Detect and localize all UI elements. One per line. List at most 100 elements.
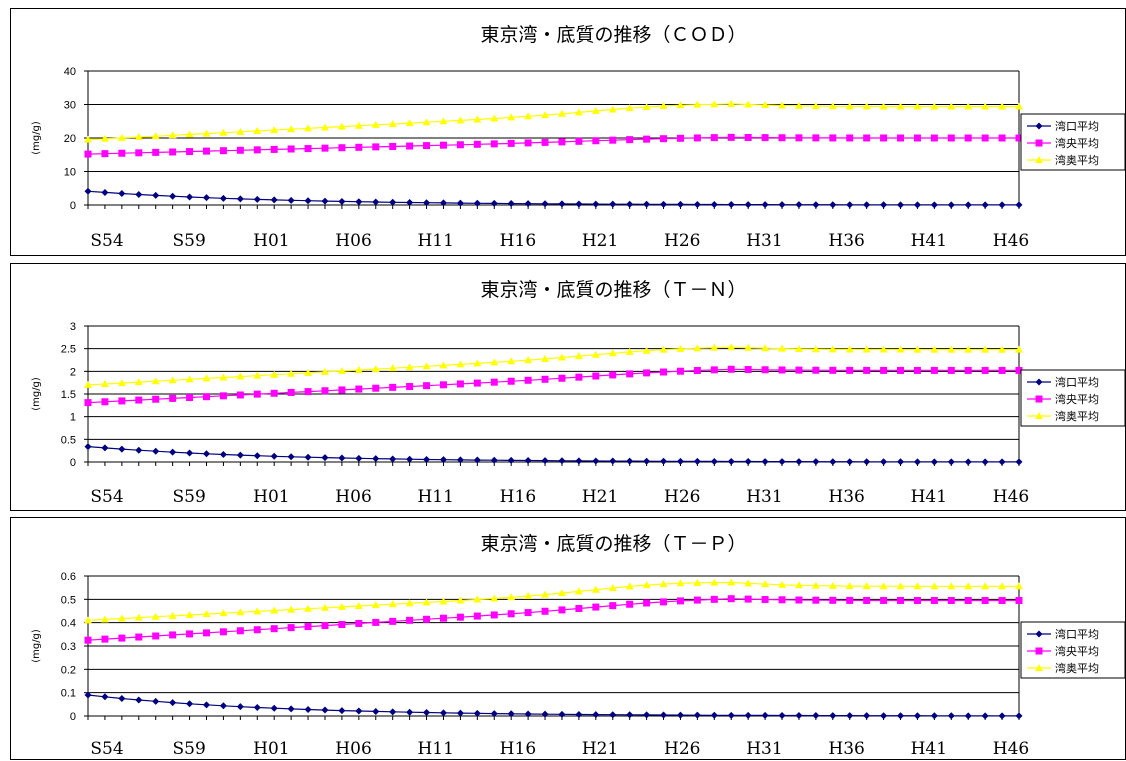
data-point (135, 149, 143, 157)
data-point (372, 198, 380, 206)
data-point (320, 367, 329, 375)
data-point (118, 190, 126, 198)
x-tick-label: H36 (828, 739, 864, 759)
data-point (744, 595, 752, 603)
data-point (998, 458, 1006, 466)
data-point (727, 595, 735, 603)
data-point (84, 380, 92, 388)
data-point (964, 366, 972, 374)
data-point (304, 145, 312, 153)
data-point (608, 105, 617, 113)
data-point (406, 708, 414, 716)
data-point (558, 710, 566, 718)
legend-swatch-marker (1035, 156, 1043, 163)
x-tick-label: H46 (993, 231, 1029, 251)
data-point (439, 381, 447, 389)
data-point (880, 134, 888, 142)
data-point (812, 366, 820, 374)
data-point (168, 131, 177, 139)
data-point (152, 191, 160, 199)
data-point (1015, 201, 1023, 209)
data-point (321, 387, 329, 395)
y-tick-label: 0.1 (61, 688, 76, 700)
data-point (287, 369, 296, 377)
data-point (609, 200, 617, 208)
data-point (575, 710, 583, 718)
data-point (439, 117, 448, 125)
data-point (880, 458, 888, 466)
data-point (151, 612, 160, 620)
x-tick-label: H06 (335, 231, 371, 251)
y-axis-label: (mg/g) (31, 377, 42, 411)
data-point (710, 134, 718, 142)
data-point (524, 592, 533, 600)
data-point (643, 599, 651, 607)
data-point (84, 399, 92, 407)
data-point (1015, 134, 1023, 142)
data-point (913, 102, 922, 110)
data-point (744, 458, 752, 466)
data-point (84, 636, 92, 644)
data-point (253, 371, 262, 379)
data-point (304, 368, 313, 376)
x-tick-label: H16 (500, 739, 536, 759)
data-point (371, 601, 380, 609)
data-point (896, 345, 905, 353)
data-point (219, 373, 228, 381)
legend-entry: 湾口平均 (1055, 627, 1099, 641)
data-point (219, 702, 227, 710)
legend-swatch-marker (1035, 664, 1043, 671)
data-point (202, 194, 210, 202)
data-point (676, 134, 684, 142)
data-point (253, 703, 261, 711)
data-point (592, 603, 600, 611)
data-point (778, 366, 786, 374)
data-point (930, 712, 938, 720)
data-point (101, 398, 109, 406)
data-point (253, 626, 261, 634)
data-point (660, 135, 668, 143)
data-point (676, 367, 684, 375)
data-point (84, 135, 92, 143)
data-point (372, 618, 380, 626)
data-point (541, 375, 549, 383)
data-point (202, 374, 211, 382)
legend-swatch-marker (1035, 647, 1043, 655)
chart-title: 東京湾・底質の推移（Ｔ－Ｎ） (480, 279, 746, 301)
data-point (270, 370, 279, 378)
data-point (930, 597, 938, 604)
data-point (879, 582, 888, 590)
data-point (710, 201, 718, 209)
data-point (118, 397, 126, 405)
data-point (541, 111, 550, 119)
data-point (456, 596, 465, 604)
data-point (524, 200, 532, 208)
data-point (236, 451, 244, 459)
data-point (100, 134, 109, 142)
data-point (591, 585, 600, 593)
data-point (659, 580, 668, 588)
data-point (219, 609, 228, 617)
data-point (490, 199, 498, 207)
data-point (558, 200, 566, 208)
data-point (846, 134, 854, 142)
data-point (354, 366, 363, 374)
y-tick-label: 1 (70, 412, 76, 424)
data-point (896, 582, 905, 590)
data-point (423, 382, 431, 390)
data-point (913, 366, 921, 374)
data-point (913, 201, 921, 209)
data-point (304, 388, 312, 396)
data-point (710, 457, 718, 465)
data-point (642, 581, 651, 589)
data-point (84, 443, 92, 451)
data-point (625, 582, 634, 590)
data-point (219, 147, 227, 155)
data-point (287, 145, 295, 153)
data-point (355, 198, 363, 206)
data-point (947, 134, 955, 142)
data-point (541, 138, 549, 146)
data-point (727, 711, 735, 719)
legend-entry: 湾口平均 (1055, 119, 1099, 133)
